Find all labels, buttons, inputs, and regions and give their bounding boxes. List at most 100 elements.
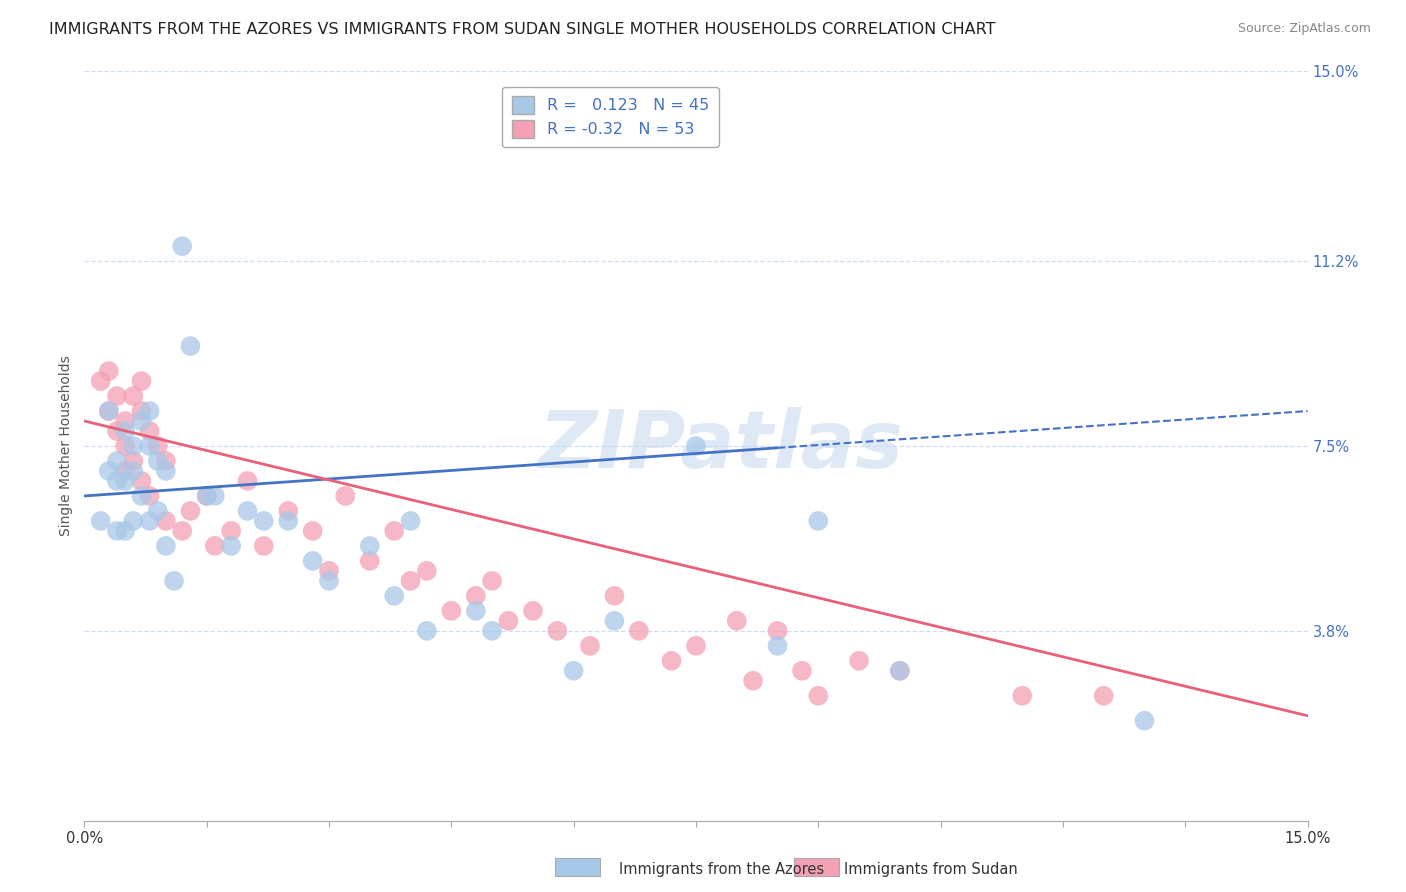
Point xyxy=(399,574,422,588)
Point xyxy=(155,454,177,468)
Point xyxy=(766,624,789,638)
Point xyxy=(219,539,242,553)
Point xyxy=(277,514,299,528)
Point xyxy=(318,564,340,578)
Point xyxy=(382,589,405,603)
Point xyxy=(155,514,177,528)
Point xyxy=(90,374,112,388)
Point xyxy=(155,539,177,553)
Point xyxy=(138,514,160,528)
Point xyxy=(440,604,463,618)
Point xyxy=(179,339,201,353)
Point xyxy=(399,514,422,528)
Point xyxy=(179,504,201,518)
Point xyxy=(562,664,585,678)
Point xyxy=(97,364,120,378)
Point xyxy=(359,539,381,553)
Point xyxy=(138,439,160,453)
Point xyxy=(464,604,486,618)
Point xyxy=(105,389,128,403)
Point xyxy=(603,614,626,628)
Point xyxy=(114,439,136,453)
Point xyxy=(204,489,226,503)
FancyBboxPatch shape xyxy=(555,858,600,876)
Point xyxy=(498,614,520,628)
Point xyxy=(253,539,276,553)
Point xyxy=(359,554,381,568)
Legend: R =   0.123   N = 45, R = -0.32   N = 53: R = 0.123 N = 45, R = -0.32 N = 53 xyxy=(502,87,718,147)
Point xyxy=(131,404,153,418)
Point xyxy=(114,424,136,438)
Point xyxy=(114,474,136,488)
Point xyxy=(97,464,120,478)
Point xyxy=(1092,689,1115,703)
Point xyxy=(138,489,160,503)
Point xyxy=(138,404,160,418)
Point xyxy=(335,489,357,503)
Point xyxy=(464,589,486,603)
Point xyxy=(204,539,226,553)
Point xyxy=(131,374,153,388)
Point xyxy=(105,454,128,468)
Point xyxy=(122,389,145,403)
Point xyxy=(195,489,218,503)
Point xyxy=(1133,714,1156,728)
Point xyxy=(122,514,145,528)
Point xyxy=(236,474,259,488)
Point xyxy=(481,574,503,588)
Point xyxy=(889,664,911,678)
Text: Source: ZipAtlas.com: Source: ZipAtlas.com xyxy=(1237,22,1371,36)
Point xyxy=(146,439,169,453)
Point xyxy=(163,574,186,588)
Point xyxy=(725,614,748,628)
Point xyxy=(105,524,128,538)
Point xyxy=(889,664,911,678)
Point xyxy=(138,424,160,438)
Point xyxy=(105,474,128,488)
Point xyxy=(131,414,153,428)
Point xyxy=(807,689,830,703)
Point xyxy=(236,504,259,518)
Point xyxy=(546,624,568,638)
Point xyxy=(318,574,340,588)
Point xyxy=(382,524,405,538)
Point xyxy=(114,524,136,538)
Point xyxy=(105,424,128,438)
Point xyxy=(766,639,789,653)
Point xyxy=(1011,689,1033,703)
Point xyxy=(172,239,194,253)
Point xyxy=(131,474,153,488)
Point xyxy=(122,439,145,453)
Point xyxy=(481,624,503,638)
Point xyxy=(416,624,439,638)
Point xyxy=(253,514,276,528)
Point xyxy=(114,414,136,428)
Point xyxy=(219,524,242,538)
Point xyxy=(146,454,169,468)
Point xyxy=(195,489,218,503)
Point xyxy=(522,604,544,618)
Text: Immigrants from Sudan: Immigrants from Sudan xyxy=(844,863,1018,877)
Point xyxy=(685,439,707,453)
Text: Immigrants from the Azores: Immigrants from the Azores xyxy=(619,863,824,877)
Point xyxy=(579,639,602,653)
Point xyxy=(848,654,870,668)
Y-axis label: Single Mother Households: Single Mother Households xyxy=(59,356,73,536)
Point xyxy=(131,489,153,503)
FancyBboxPatch shape xyxy=(794,858,839,876)
Point xyxy=(661,654,683,668)
Text: ZIPatlas: ZIPatlas xyxy=(538,407,903,485)
Point xyxy=(90,514,112,528)
Point xyxy=(172,524,194,538)
Point xyxy=(790,664,813,678)
Text: IMMIGRANTS FROM THE AZORES VS IMMIGRANTS FROM SUDAN SINGLE MOTHER HOUSEHOLDS COR: IMMIGRANTS FROM THE AZORES VS IMMIGRANTS… xyxy=(49,22,995,37)
Point xyxy=(97,404,120,418)
Point xyxy=(685,639,707,653)
Point xyxy=(122,454,145,468)
Point xyxy=(416,564,439,578)
Point xyxy=(277,504,299,518)
Point xyxy=(155,464,177,478)
Point xyxy=(627,624,650,638)
Point xyxy=(301,524,323,538)
Point xyxy=(603,589,626,603)
